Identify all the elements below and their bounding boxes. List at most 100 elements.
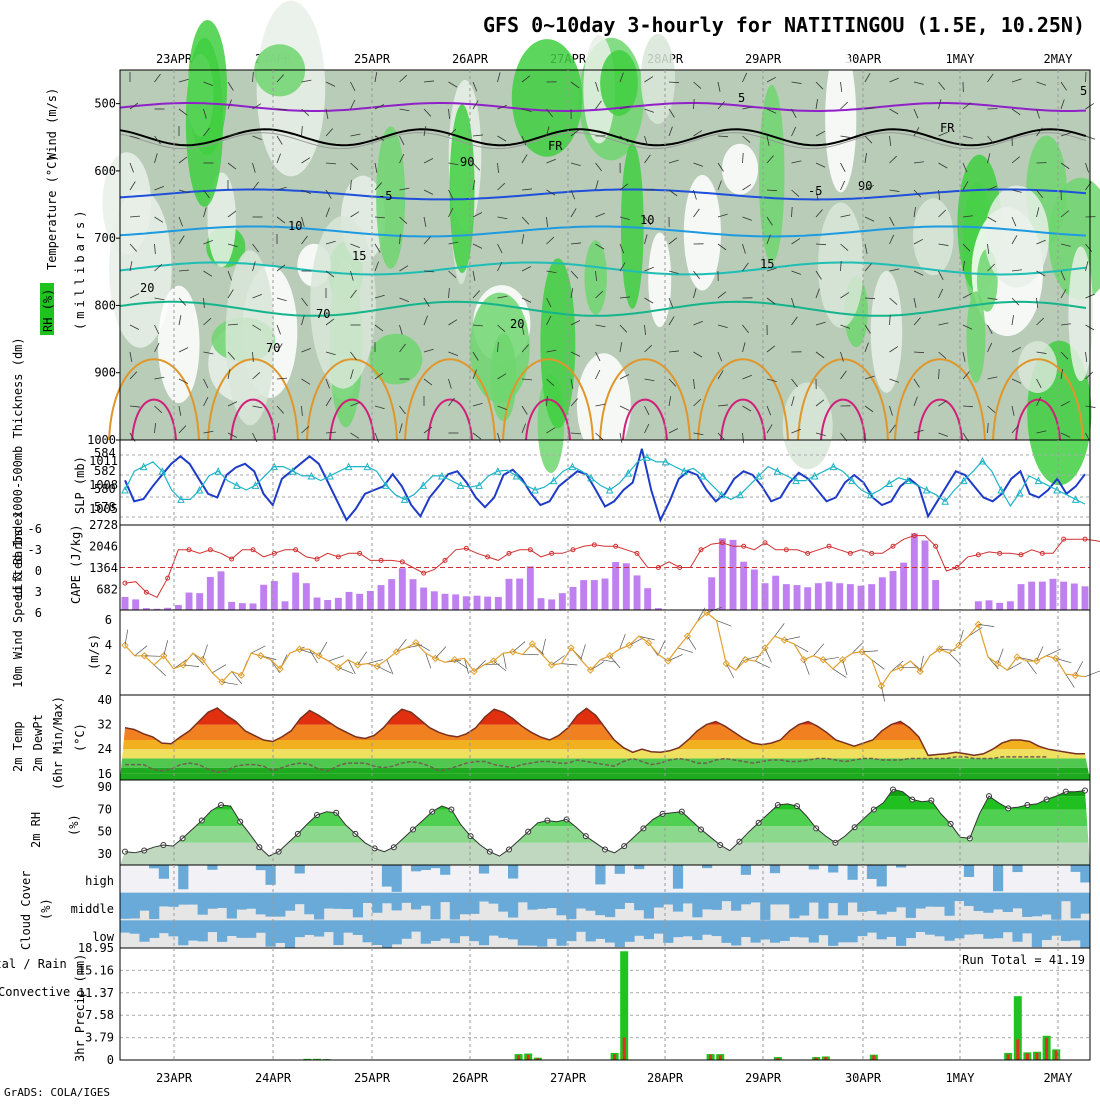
cape-bar (708, 577, 715, 610)
cape-bar (303, 583, 310, 610)
wind-barb-10m (678, 648, 693, 653)
cape-bar (260, 585, 267, 610)
cloud-middle-cell (363, 893, 373, 903)
precip-convective-bar (1045, 1038, 1048, 1060)
cloud-middle-cell (1042, 893, 1052, 915)
isotherm-label: 15 (760, 257, 774, 271)
upper-air-y-tick: 700 (94, 231, 116, 245)
cloud-middle-cell (712, 893, 722, 910)
cloud-middle-cell (304, 893, 314, 915)
cloud-level-label: middle (71, 902, 114, 916)
temp-color-band (120, 758, 1090, 767)
cape-bar (388, 579, 395, 610)
cloud-low-cell (1032, 920, 1042, 947)
temp-y-tick: 40 (98, 693, 112, 707)
rh-color-band (120, 843, 1090, 865)
cloud-high-cell (993, 865, 1003, 891)
li-y-tick: 0 (35, 564, 42, 578)
temp-color-band (120, 700, 1090, 725)
cape-bar (580, 580, 587, 610)
cloud-middle-cell (411, 893, 421, 910)
li-y-tick: 6 (35, 606, 42, 620)
wind-barb-10m (658, 640, 665, 655)
cloud-high-cell (770, 865, 780, 873)
cloud-low-cell (673, 920, 683, 937)
cloud-low-cell (304, 920, 314, 935)
wind-barb-10m (493, 661, 506, 671)
cloud-high-cell (295, 865, 305, 874)
temp-unit-label: (°C) (73, 723, 87, 752)
precip-convective-bar (719, 1055, 722, 1060)
rh-shading-blob (825, 45, 856, 192)
cloud-middle-cell (848, 893, 858, 903)
cape-bar (474, 596, 481, 610)
cloud-low-cell (818, 920, 828, 935)
rh-y-tick: 90 (98, 780, 112, 794)
rh-color-band (120, 826, 1090, 843)
cloud-middle-cell (372, 893, 382, 913)
cloud-middle-cell (285, 893, 295, 911)
cloud-middle-cell (1032, 893, 1042, 917)
cloud-low-cell (275, 920, 285, 943)
slp-y-tick: 1011 (89, 454, 118, 468)
li-y-tick: -6 (28, 522, 42, 536)
wind-barb-10m (765, 648, 772, 663)
cloud-middle-cell (353, 893, 363, 918)
cape-bar (772, 576, 779, 610)
cape-bar (431, 591, 438, 610)
cloud-low-cell (848, 920, 858, 942)
cloud-middle-cell (954, 893, 964, 901)
isotherm-label: -5 (808, 184, 822, 198)
cape-bar (1060, 582, 1067, 610)
cape-bar (378, 585, 385, 610)
date-label-bottom: 27APR (550, 1071, 587, 1085)
date-label-top: 26APR (452, 52, 489, 66)
cape-bar (623, 563, 630, 610)
cloud-low-cell (1022, 920, 1032, 933)
cape-bar (986, 600, 993, 610)
wind-barb-10m (222, 682, 238, 685)
cloud-low-cell (518, 920, 528, 945)
cloud-middle-cell (702, 893, 712, 910)
wind-barb-10m (561, 664, 577, 665)
cloud-low-cell (615, 920, 625, 947)
wind-y-tick: 2 (105, 663, 112, 677)
cloud-low-cell (324, 920, 334, 932)
cloud-low-cell (993, 920, 1003, 938)
cloud-middle-cell (430, 893, 440, 920)
cloud-low-cell (954, 920, 964, 938)
cape-bar (356, 594, 363, 610)
date-label-bottom: 2MAY (1044, 1071, 1074, 1085)
cape-bar (346, 592, 353, 610)
cloud-low-cell (188, 920, 198, 940)
cloud-middle-cell (169, 893, 179, 907)
cloud-unit-label: (%) (39, 898, 53, 920)
dewpt-axis-label: 2m DewPt (31, 714, 45, 772)
precip-convective-bar (1016, 1039, 1019, 1060)
rh-shading-blob (913, 198, 954, 275)
cloud-low-cell (295, 920, 305, 937)
cloud-low-cell (751, 920, 761, 942)
cloud-middle-cell (1051, 893, 1061, 920)
cape-bar (900, 563, 907, 610)
wind-barb-10m (377, 666, 391, 673)
rh-contour-label: 70 (316, 307, 330, 321)
upper-air-ylabel: (millibars) (73, 207, 87, 330)
wind-barb-10m (435, 646, 446, 658)
date-label-bottom: 29APR (745, 1071, 782, 1085)
isotherm-label: 10 (640, 213, 654, 227)
wind-barb-10m (1007, 662, 1021, 670)
cloud-middle-cell (576, 893, 586, 909)
rh-contour-label: 90 (460, 155, 474, 169)
wind-barb-10m (581, 644, 586, 659)
upper-air-y-tick: 600 (94, 164, 116, 178)
rh-shading-blob (722, 144, 758, 195)
date-label-top: 25APR (354, 52, 391, 66)
cloud-middle-cell (188, 893, 198, 905)
precip-axis-label: 3hr Precip (mm) (73, 954, 87, 1062)
cloud-middle-cell (537, 893, 547, 909)
cloud-middle-cell (178, 893, 188, 905)
cloud-low-cell (256, 920, 266, 932)
cloud-middle-cell (886, 893, 896, 912)
